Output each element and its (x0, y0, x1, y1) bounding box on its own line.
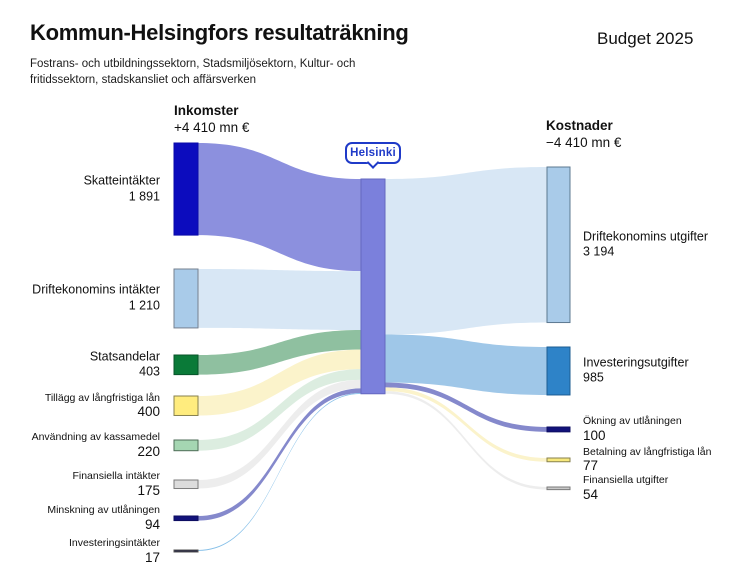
flow-2-out (385, 382, 547, 432)
flow-4-out (385, 391, 547, 490)
source-node-2 (173, 354, 199, 376)
flow-2-in (198, 330, 361, 375)
page-subtitle-line2: fritidssektorn, stadskansliet och affärs… (30, 74, 257, 86)
helsinki-logo-badge: Helsinki (345, 142, 401, 170)
target-node-4 (546, 486, 571, 491)
flow-1-in (198, 269, 361, 331)
source-node-5 (173, 479, 199, 490)
flow-4-in (198, 369, 361, 451)
flow-0-out (385, 167, 547, 335)
source-node-0 (173, 142, 199, 236)
source-node-1 (173, 268, 199, 329)
flow-6-in (198, 388, 361, 521)
income-column-header: Inkomster +4 410 mn € (174, 102, 249, 136)
target-node-0 (546, 166, 571, 324)
target-node-2 (546, 426, 571, 433)
source-node-3 (173, 395, 199, 416)
cost-column-title: Kostnader (546, 118, 613, 133)
flow-5-in (198, 379, 361, 489)
flow-1-out (385, 334, 547, 395)
budget-year-label: Budget 2025 (597, 29, 694, 48)
page-title: Kommun-Helsingfors resultaträkning (30, 20, 409, 45)
cost-column-total: −4 410 mn € (546, 135, 622, 150)
flow-7-in (198, 392, 361, 551)
flow-3-out (385, 387, 547, 462)
income-column-title: Inkomster (174, 103, 239, 118)
source-node-6 (173, 515, 199, 522)
flow-0-in (198, 143, 361, 272)
source-node-4 (173, 439, 199, 452)
flow-3-in (198, 349, 361, 416)
page-subtitle: Fostrans- och utbildningssektorn, Stadsm… (30, 56, 355, 88)
helsinki-logo-text: Helsinki (350, 147, 396, 159)
page-subtitle-line1: Fostrans- och utbildningssektorn, Stadsm… (30, 58, 356, 70)
income-column-total: +4 410 mn € (174, 120, 250, 135)
center-bar-helsinki (360, 178, 386, 395)
source-node-7 (173, 549, 199, 553)
cost-column-header: Kostnader −4 410 mn € (546, 117, 621, 151)
target-node-1 (546, 346, 571, 396)
target-node-3 (546, 457, 571, 463)
